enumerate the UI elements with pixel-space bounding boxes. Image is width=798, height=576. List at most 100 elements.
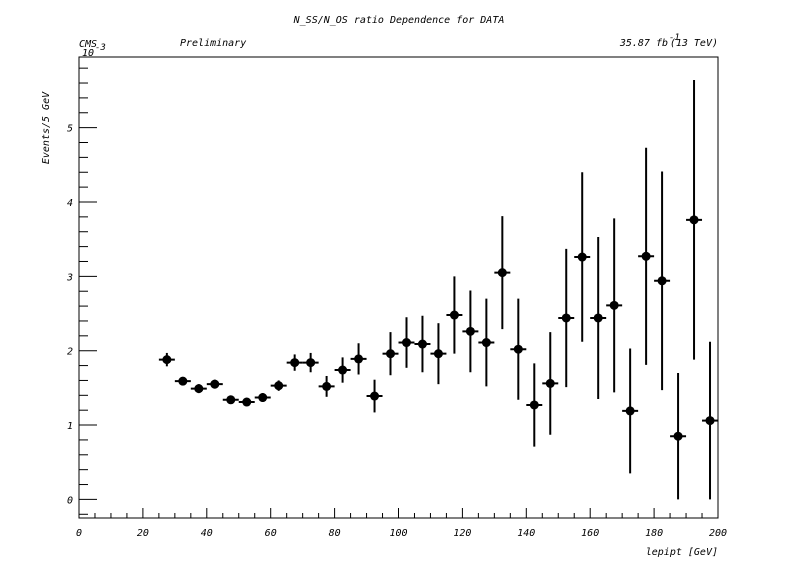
- y-tick-label: 2: [67, 347, 73, 358]
- marker: [577, 252, 587, 262]
- marker: [705, 416, 715, 426]
- x-tick-label: 200: [709, 528, 727, 539]
- marker: [689, 215, 699, 225]
- y-tick-label: 1: [67, 421, 73, 432]
- data-point: [702, 341, 718, 500]
- marker: [449, 310, 459, 320]
- data-point: [430, 323, 447, 385]
- data-point: [318, 375, 335, 397]
- marker: [417, 339, 427, 349]
- x-tick-label: 40: [201, 528, 213, 539]
- data-point: [382, 332, 399, 376]
- x-tick-label: 140: [517, 528, 535, 539]
- data-point: [334, 357, 351, 383]
- data-point: [190, 384, 207, 394]
- marker: [370, 391, 380, 401]
- marker: [162, 355, 172, 365]
- y-tick-label: 4: [67, 198, 73, 209]
- data-point: [494, 216, 511, 330]
- data-point: [254, 393, 271, 403]
- x-axis-label: lepipt [GeV]: [646, 547, 718, 558]
- plot-frame: [78, 56, 719, 519]
- data-point: [158, 352, 175, 367]
- marker: [258, 393, 268, 403]
- marker: [513, 344, 523, 354]
- data-point: [686, 80, 703, 360]
- x-tick-label: 80: [329, 528, 341, 539]
- x-tick-label: 60: [265, 528, 277, 539]
- marker: [641, 251, 651, 261]
- axes: 0 20 40 60 80 100 120 140 160 180 200 0 1 2 3 4 5: [66, 67, 727, 539]
- marker: [306, 358, 316, 368]
- chart-title: N_SS/N_OS ratio Dependence for DATA: [293, 15, 505, 26]
- x-tick-label: 20: [137, 528, 149, 539]
- data-point: [510, 298, 527, 400]
- marker: [673, 431, 683, 441]
- data-point: [414, 315, 431, 373]
- marker: [545, 378, 555, 388]
- marker: [433, 349, 443, 359]
- marker: [274, 381, 284, 391]
- y-axis-label: Events/5 GeV: [41, 91, 52, 164]
- data-points: [158, 80, 718, 500]
- marker: [194, 384, 204, 394]
- y-exponent-base: 10: [82, 48, 94, 59]
- marker: [322, 381, 332, 391]
- x-tick-label: 180: [645, 528, 663, 539]
- marker: [657, 276, 667, 286]
- marker: [401, 338, 411, 348]
- data-point: [270, 380, 287, 391]
- x-tick-label: 0: [76, 528, 82, 539]
- data-point: [462, 290, 479, 373]
- data-point: [542, 332, 559, 435]
- marker: [497, 268, 507, 278]
- data-point: [286, 354, 303, 371]
- data-point: [366, 379, 383, 413]
- data-point: [654, 171, 671, 391]
- marker: [290, 358, 300, 368]
- energy-label: (13 TeV): [670, 38, 718, 49]
- lumi-exponent: -1: [669, 33, 680, 43]
- marker: [354, 354, 364, 364]
- marker: [242, 397, 252, 407]
- marker: [178, 376, 188, 386]
- data-point: [398, 317, 415, 368]
- data-point: [206, 379, 223, 389]
- data-point: [558, 248, 575, 388]
- marker: [465, 326, 475, 336]
- marker: [481, 338, 491, 348]
- marker: [529, 400, 539, 410]
- marker: [338, 365, 348, 375]
- data-point: [350, 343, 367, 375]
- data-point: [670, 373, 687, 500]
- y-tick-label: 0: [67, 495, 73, 506]
- cms-label: CMS: [79, 39, 97, 50]
- marker: [210, 379, 220, 389]
- y-exponent-power: -3: [95, 43, 106, 53]
- marker: [593, 313, 603, 323]
- marker: [561, 313, 571, 323]
- lumi-text: 35.87 fb: [619, 38, 668, 49]
- x-tick-label: 100: [389, 528, 407, 539]
- preliminary-label: Preliminary: [180, 38, 246, 49]
- marker: [386, 349, 396, 359]
- data-point: [606, 218, 623, 393]
- data-point: [622, 348, 639, 474]
- data-point: [302, 352, 319, 373]
- data-point: [526, 363, 543, 447]
- data-point: [446, 276, 463, 354]
- y-tick-label: 3: [66, 272, 73, 283]
- data-point: [238, 397, 255, 407]
- x-tick-label: 120: [453, 528, 471, 539]
- y-tick-label: 5: [67, 124, 73, 135]
- data-point: [590, 236, 607, 400]
- marker: [226, 395, 236, 405]
- data-point: [174, 376, 191, 386]
- x-tick-label: 160: [581, 528, 599, 539]
- data-point: [638, 147, 655, 365]
- marker: [609, 300, 619, 310]
- data-point: [478, 298, 495, 387]
- marker: [625, 406, 635, 416]
- data-point: [574, 172, 591, 342]
